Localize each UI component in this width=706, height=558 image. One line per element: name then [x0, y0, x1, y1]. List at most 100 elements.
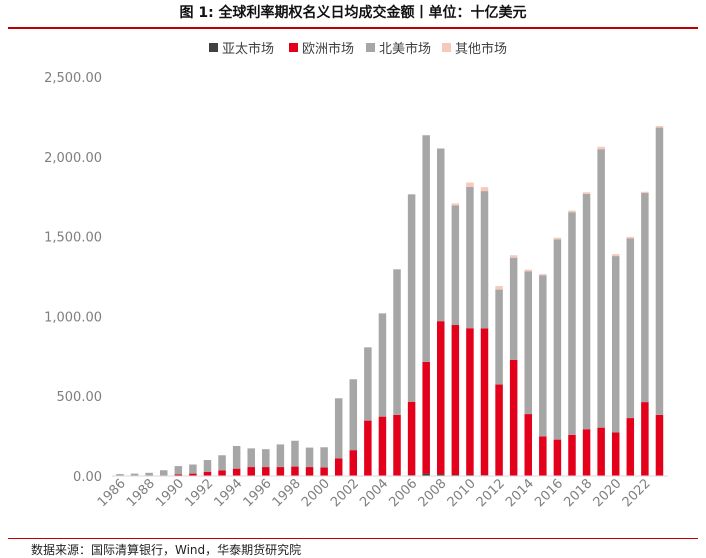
- y-tick-label: 500.00: [57, 390, 103, 405]
- bar-segment-north-america-1986: [116, 474, 124, 476]
- bar-segment-other-2009: [451, 203, 460, 206]
- x-tick-label: 2004: [357, 476, 391, 510]
- bar-segment-north-america-2006: [407, 194, 416, 402]
- bar-segment-asia-2007: [422, 473, 430, 476]
- bar-segment-europe-2012: [495, 384, 503, 476]
- bar-segment-north-america-2021: [626, 238, 635, 419]
- bar-segment-europe-2019: [597, 427, 605, 476]
- x-tick-label: 2008: [416, 476, 450, 510]
- bar-segment-other-2023: [655, 126, 664, 128]
- bar-segment-north-america-2010: [466, 186, 474, 329]
- legend-label-europe: 欧洲市场: [302, 41, 354, 57]
- bar-segment-north-america-1990: [174, 466, 183, 475]
- bar-segment-europe-2017: [568, 434, 576, 476]
- y-tick-label: 1,500.00: [44, 231, 102, 246]
- bar-segment-north-america-1994: [232, 446, 241, 469]
- x-tick-label: 2018: [561, 476, 595, 510]
- bar-segment-europe-2007: [422, 361, 430, 474]
- bar-segment-north-america-1997: [276, 444, 285, 468]
- bar-segment-europe-1998: [291, 466, 299, 476]
- bar-segment-other-2020: [611, 254, 620, 257]
- bar-segment-north-america-2015: [539, 275, 547, 437]
- bar-segment-europe-2005: [393, 414, 401, 476]
- x-tick-label: 2000: [299, 476, 333, 510]
- x-tick-label: 2022: [620, 476, 654, 510]
- bar-segment-north-america-2014: [524, 271, 532, 415]
- bar-segment-europe-2011: [480, 328, 489, 476]
- x-tick-label: 1988: [124, 476, 158, 510]
- x-tick-label: 2016: [532, 476, 566, 510]
- legend-swatch-north-america: [366, 43, 375, 52]
- bar-segment-other-2016: [553, 237, 562, 240]
- bar-segment-europe-2020: [611, 432, 620, 476]
- bar-segment-north-america-2017: [568, 212, 576, 435]
- bar-segment-north-america-1989: [159, 470, 168, 476]
- bar-segment-other-2010: [466, 182, 474, 187]
- stacked-bar-chart: 亚太市场 欧洲市场 北美市场 其他市场 0.00 500.00 1,000.00 1,…: [44, 41, 668, 510]
- bar-segment-europe-1993: [218, 470, 226, 476]
- y-tick-label: 2,000.00: [44, 151, 102, 166]
- legend-swatch-asia: [209, 43, 218, 52]
- bar-segment-north-america-2009: [451, 205, 460, 326]
- x-axis: 1986198819901992199419961998200020022004…: [95, 476, 654, 510]
- bar-segment-europe-2009: [451, 325, 460, 476]
- bar-segment-north-america-1992: [203, 460, 212, 473]
- bar-segment-other-2019: [597, 146, 605, 150]
- bar-segment-north-america-2016: [553, 239, 562, 440]
- bar-segment-other-2011: [480, 187, 489, 192]
- bar-segment-europe-2004: [378, 416, 387, 476]
- bars: [116, 126, 664, 477]
- bar-segment-north-america-1999: [305, 447, 314, 468]
- bar-segment-europe-2003: [364, 420, 372, 476]
- bar-segment-other-2012: [495, 286, 503, 290]
- bar-segment-europe-2018: [582, 429, 591, 476]
- x-tick-label: 2014: [503, 476, 537, 510]
- bar-segment-europe-2022: [641, 402, 649, 476]
- bar-segment-north-america-1995: [247, 448, 255, 468]
- bar-segment-north-america-2022: [641, 193, 649, 403]
- x-tick-label: 1996: [241, 476, 275, 510]
- source-note: 数据来源：国际清算银行，Wind，华泰期货研究院: [31, 543, 302, 557]
- x-tick-label: 2006: [386, 476, 420, 510]
- bar-segment-europe-2001: [334, 458, 343, 476]
- bar-segment-north-america-2000: [320, 447, 328, 468]
- x-tick-label: 1990: [153, 476, 187, 510]
- x-tick-label: 1998: [270, 476, 304, 510]
- bar-segment-europe-1996: [262, 467, 270, 476]
- bar-segment-europe-2016: [553, 439, 562, 476]
- x-tick-label: 1994: [211, 476, 245, 510]
- bar-segment-europe-2002: [349, 450, 358, 476]
- y-tick-label: 2,500.00: [44, 71, 102, 86]
- y-tick-label: 1,000.00: [44, 310, 102, 325]
- bar-segment-europe-1990: [174, 474, 183, 476]
- bar-segment-other-2018: [582, 192, 591, 194]
- bar-segment-other-2015: [539, 274, 547, 276]
- bar-segment-north-america-2020: [611, 256, 620, 433]
- x-tick-label: 2010: [445, 476, 479, 510]
- bar-segment-north-america-2019: [597, 149, 605, 428]
- legend-label-other: 其他市场: [455, 41, 507, 57]
- figure-title: 图 1: 全球利率期权名义日均成交金额丨单位：十亿美元: [179, 5, 527, 21]
- bar-segment-other-2022: [641, 191, 649, 194]
- bar-segment-europe-2008: [437, 321, 445, 475]
- bar-segment-asia-2008: [437, 474, 445, 476]
- bar-segment-europe-1997: [276, 467, 285, 476]
- y-tick-label: 0.00: [73, 470, 102, 485]
- bar-segment-other-2014: [524, 269, 532, 272]
- bar-segment-europe-2021: [626, 418, 635, 476]
- source-rule: [8, 538, 698, 539]
- bar-segment-north-america-2012: [495, 289, 503, 385]
- bar-segment-europe-1999: [305, 467, 314, 476]
- bar-segment-europe-2013: [509, 359, 518, 476]
- bar-segment-europe-2000: [320, 467, 328, 476]
- legend-swatch-other: [442, 43, 451, 52]
- bar-segment-europe-2010: [466, 328, 474, 476]
- bar-segment-europe-2023: [655, 414, 664, 476]
- bar-segment-europe-1995: [247, 467, 255, 476]
- bar-segment-north-america-1993: [218, 455, 226, 471]
- bar-segment-north-america-1988: [145, 472, 153, 476]
- legend-label-asia: 亚太市场: [222, 41, 274, 57]
- bar-segment-north-america-2023: [655, 127, 664, 415]
- bar-segment-other-2021: [626, 236, 635, 239]
- y-axis: 0.00 500.00 1,000.00 1,500.00 2,000.00 2,500.…: [44, 71, 102, 485]
